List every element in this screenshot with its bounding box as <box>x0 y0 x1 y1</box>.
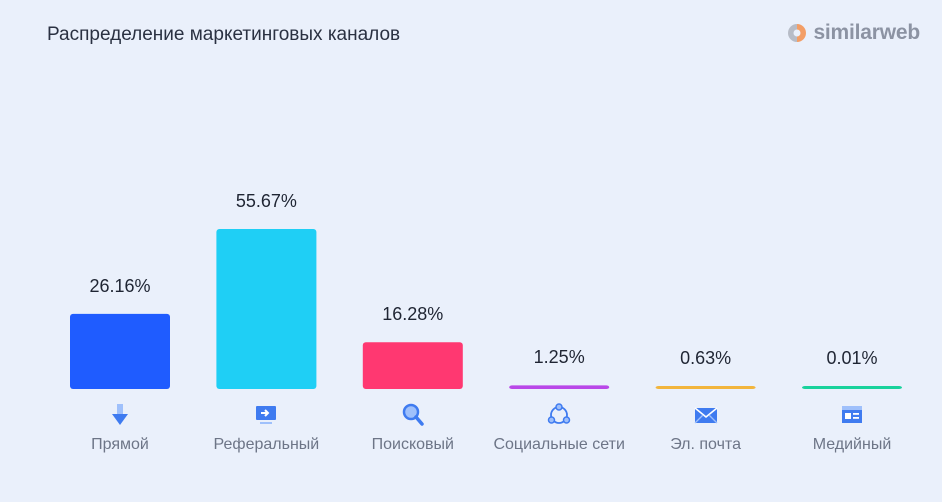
magnifier-icon <box>400 402 426 428</box>
similarweb-logo: similarweb <box>786 21 920 45</box>
bar-5[interactable] <box>802 386 902 389</box>
bar-1[interactable] <box>216 229 317 389</box>
chart-title: Распределение маркетинговых каналов <box>47 24 401 45</box>
value-label: 16.28% <box>382 304 444 325</box>
arrow-down-icon <box>107 402 133 428</box>
envelope-icon <box>693 402 719 428</box>
category-label: Поисковый <box>371 436 454 453</box>
category-label: Эл. почта <box>670 436 741 453</box>
value-label: 26.16% <box>89 275 151 296</box>
brand-name: similarweb <box>813 21 920 44</box>
value-label: 1.25% <box>533 347 585 368</box>
bar-3[interactable] <box>509 385 610 389</box>
similarweb-logo-icon <box>788 24 807 42</box>
category-label: Медийный <box>812 436 892 453</box>
category-label: Социальные сети <box>493 436 625 453</box>
share-network-icon <box>546 402 572 428</box>
bar-0[interactable] <box>70 313 170 389</box>
bar-4[interactable] <box>655 386 756 389</box>
monitor-arrow-icon <box>253 402 279 428</box>
bar-2[interactable] <box>362 342 463 389</box>
value-label: 0.63% <box>680 348 732 368</box>
display-ad-icon <box>839 402 865 428</box>
value-label: 55.67% <box>235 191 297 211</box>
category-label: Прямой <box>91 436 149 453</box>
category-label: Реферальный <box>213 436 320 453</box>
value-label: 0.01% <box>826 348 878 368</box>
